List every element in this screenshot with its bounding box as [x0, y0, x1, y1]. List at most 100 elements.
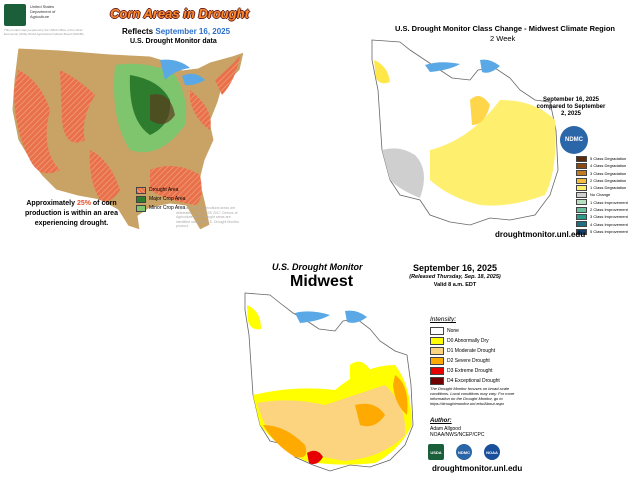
- method-note: Major and minor agricultural areas are d…: [176, 206, 240, 228]
- credit: This product was prepared by the USDA Of…: [4, 28, 84, 36]
- legend-label: 2 Class Improvement: [590, 207, 628, 213]
- legend-swatch: [576, 170, 587, 177]
- change-lakes: [425, 59, 500, 73]
- legend-item: D1 Moderate Drought: [430, 346, 500, 356]
- legend-label: 3 Class Degradation: [590, 170, 627, 176]
- change-improve: [382, 148, 424, 198]
- legend-item: Drought Area: [136, 186, 185, 195]
- corn-legend: Drought Area Major Crop Area Minor Crop Ar…: [136, 186, 185, 213]
- legend-swatch: [576, 192, 587, 199]
- monitor-map: [244, 292, 414, 472]
- drought-west: [14, 70, 60, 174]
- change-subtitle: 2 Week: [490, 34, 516, 43]
- legend-item: D3 Extreme Drought: [430, 366, 500, 376]
- author-block: Adam Allgood NOAA/NWS/NCEP/CPC: [430, 426, 484, 438]
- legend-item: 1 Class Degradation: [576, 184, 628, 191]
- drought-mountain: [60, 70, 95, 143]
- legend-swatch: [430, 367, 444, 375]
- change-deg-east: [430, 100, 556, 206]
- legend-swatch: [136, 205, 146, 212]
- monitor-region: Midwest: [290, 273, 354, 290]
- legend-item: Minor Crop Area: [136, 204, 185, 213]
- usda-logo: [4, 4, 26, 26]
- author: Adam Allgood: [430, 426, 461, 432]
- legend-item: 2 Class Improvement: [576, 206, 628, 213]
- change-deg-mi: [470, 96, 490, 125]
- change-title: U.S. Drought Monitor Class Change - Midw…: [395, 24, 616, 33]
- monitor-legend: None D0 Abnormally Dry D1 Moderate Drought…: [430, 326, 500, 386]
- author-org: NOAA/NWS/NCEP/CPC: [430, 432, 485, 438]
- legend-swatch: [430, 327, 444, 335]
- legend-label: 3 Class Improvement: [590, 214, 628, 220]
- legend-label: 1 Class Improvement: [590, 199, 628, 205]
- legend-label: 2 Class Degradation: [590, 177, 627, 183]
- legend-label: Major Crop Area: [149, 196, 186, 202]
- legend-swatch: [136, 187, 146, 194]
- legend-swatch: [430, 377, 444, 385]
- legend-item: 4 Class Degradation: [576, 162, 628, 169]
- legend-label: D2 Severe Drought: [447, 358, 490, 364]
- logos: USDA NDMC NOAA: [428, 444, 500, 460]
- summary-after: of corn production is within an area exp…: [25, 200, 118, 227]
- great-lakes: [160, 59, 205, 86]
- legend-item: Major Crop Area: [136, 195, 185, 204]
- agency-logo: USDA: [428, 444, 444, 460]
- legend-swatch: [576, 214, 587, 221]
- legend-item: 5 Class Improvement: [576, 228, 628, 235]
- drought-east: [150, 55, 240, 205]
- reflects-date: September 16, 2025: [155, 27, 231, 36]
- legend-label: 4 Class Improvement: [590, 221, 628, 227]
- legend-label: 5 Class Degradation: [590, 156, 627, 161]
- change-comparison: September 16, 2025 compared to September…: [536, 97, 606, 117]
- monitor-valid: Valid 8 a.m. EDT: [433, 282, 477, 288]
- monitor-d3: [307, 450, 323, 465]
- major-crop-drought: [150, 94, 175, 124]
- legend-swatch: [430, 337, 444, 345]
- reflects: Reflects September 16, 2025: [122, 27, 230, 36]
- legend-label: None: [447, 328, 459, 334]
- monitor-lakes: [295, 310, 367, 323]
- legend-swatch: [576, 221, 587, 228]
- agency-logo: NDMC: [456, 444, 472, 460]
- monitor-released: (Released Thursday, Sep. 18, 2025): [409, 274, 501, 280]
- legend-swatch: [576, 177, 587, 184]
- change-legend: 5 Class Degradation 4 Class Degradation 3 …: [576, 155, 628, 235]
- legend-label: D0 Abnormally Dry: [447, 338, 489, 344]
- legend-item: 5 Class Degradation: [576, 155, 628, 162]
- change-deg-north: [374, 60, 390, 84]
- ndmc-logo: NDMC: [560, 126, 588, 154]
- legend-swatch: [430, 357, 444, 365]
- legend-swatch: [576, 206, 587, 213]
- monitor-date: September 16, 2025: [412, 263, 498, 273]
- corn-title: Corn Areas in Drought: [110, 6, 249, 21]
- reflects-label: Reflects: [122, 27, 154, 36]
- monitor-legend-title: Intensity:: [430, 316, 457, 323]
- summary-before: Approximately: [26, 200, 75, 207]
- legend-label: 1 Class Degradation: [590, 185, 627, 191]
- legend-swatch: [576, 228, 587, 235]
- legend-label: No Change: [590, 192, 611, 198]
- legend-item: No Change: [576, 191, 628, 199]
- legend-label: D1 Moderate Drought: [447, 348, 496, 354]
- legend-swatch: [576, 199, 587, 206]
- legend-item: D4 Exceptional Drought: [430, 376, 500, 386]
- change-map: [371, 39, 559, 226]
- legend-swatch: [576, 155, 587, 162]
- legend-item: None: [430, 326, 500, 336]
- legend-item: 2 Class Degradation: [576, 177, 628, 184]
- agency-logo: NOAA: [484, 444, 500, 460]
- author-label: Author:: [430, 418, 452, 424]
- legend-swatch: [136, 196, 146, 203]
- legend-swatch: [430, 347, 444, 355]
- drought-south: [89, 150, 120, 202]
- monitor-url: droughtmonitor.unl.edu: [432, 464, 523, 473]
- legend-label: 5 Class Improvement: [590, 228, 628, 234]
- legend-item: D0 Abnormally Dry: [430, 336, 500, 346]
- legend-item: 3 Class Improvement: [576, 213, 628, 221]
- legend-label: D4 Exceptional Drought: [447, 378, 500, 384]
- legend-label: Minor Crop Area: [149, 205, 186, 211]
- legend-item: 1 Class Improvement: [576, 199, 628, 206]
- source: U.S. Drought Monitor data: [130, 38, 217, 45]
- monitor-note: The Drought Monitor focuses on broad-sca…: [430, 386, 515, 406]
